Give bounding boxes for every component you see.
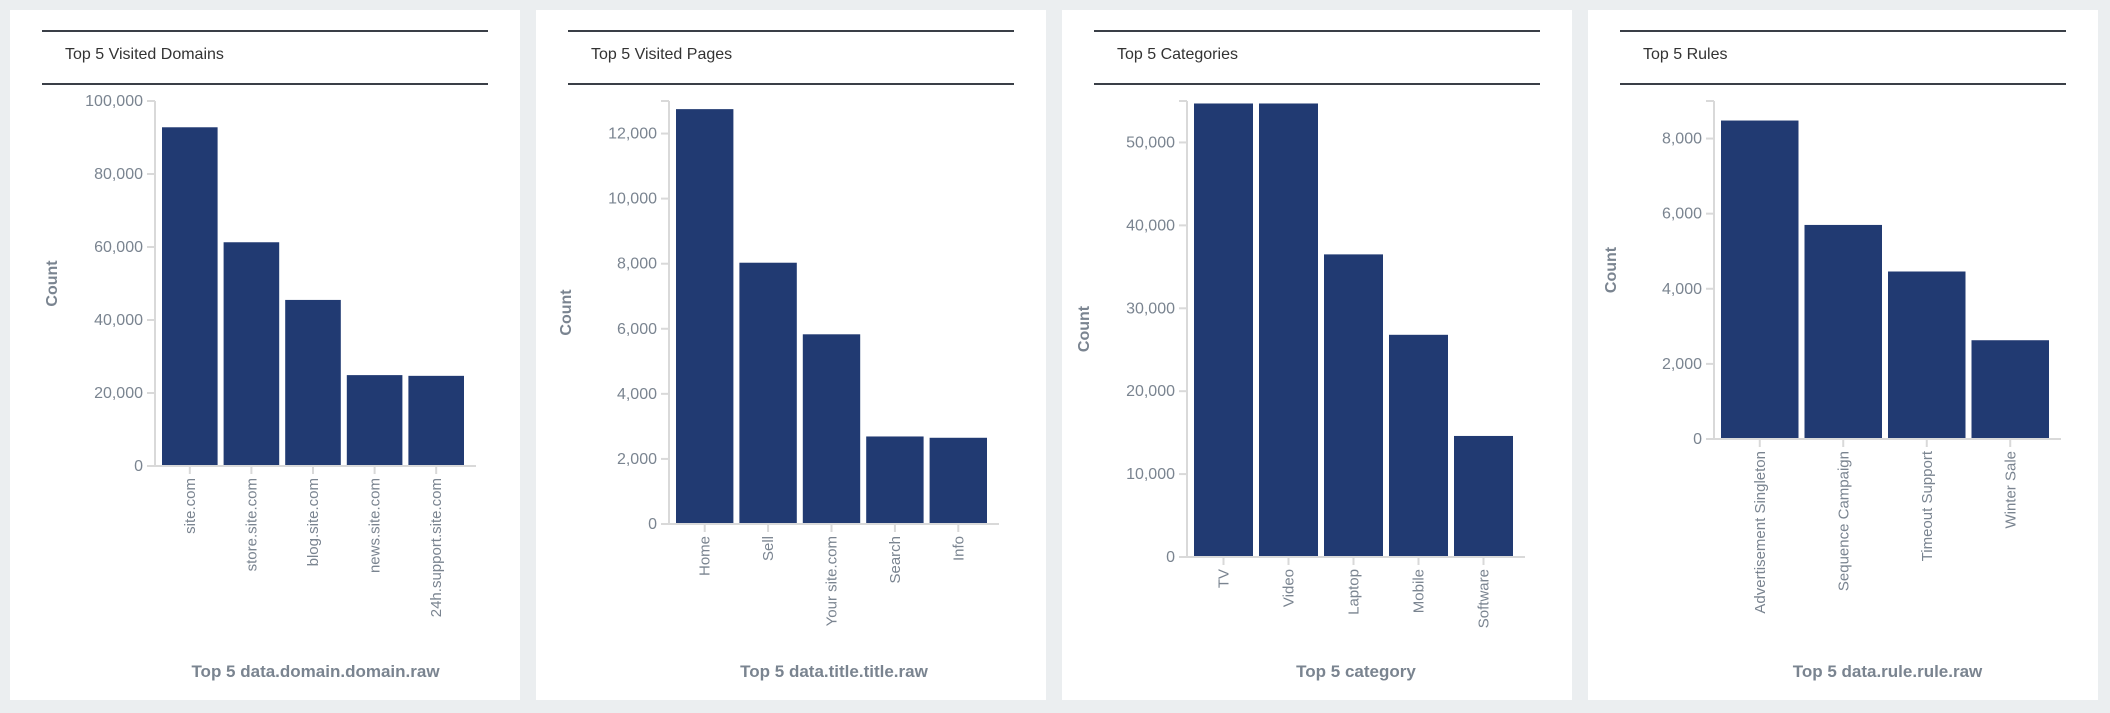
panel-top-pages: Top 5 Visited Pages 0 2,000 4,000 6,000 8,00… (536, 10, 1046, 700)
panel-title: Top 5 Visited Domains (65, 46, 224, 63)
bar-0 (162, 127, 218, 465)
x-tick-label: Home (697, 536, 714, 576)
y-axis-title: Count (558, 289, 575, 336)
x-axis-title: Top 5 data.title.title.raw (740, 662, 928, 681)
bar-3 (866, 436, 924, 523)
panel-title: Top 5 Rules (1643, 46, 1728, 63)
y-tick-label: 4,000 (1662, 281, 1702, 298)
y-axis-title: Count (1076, 305, 1093, 352)
bar-1 (1259, 103, 1318, 556)
x-tick-label: TV (1216, 569, 1233, 588)
y-tick-label: 0 (1166, 549, 1175, 566)
y-tick-label: 40,000 (94, 312, 143, 329)
header-divider-bottom (1620, 83, 2066, 85)
y-tick-label: 30,000 (1126, 300, 1175, 317)
bar-2 (1324, 254, 1383, 556)
y-tick-label: 2,000 (1662, 356, 1702, 373)
y-tick-label: 80,000 (94, 166, 143, 183)
x-tick-label: Advertisement Singleton (1752, 451, 1769, 614)
x-tick-label: Search (887, 536, 904, 584)
bar-4 (929, 437, 987, 523)
x-tick-label: blog.site.com (305, 478, 322, 566)
header-divider-top (42, 30, 488, 32)
y-tick-label: 50,000 (1126, 134, 1175, 151)
header-divider-bottom (1094, 83, 1540, 85)
y-tick-label: 12,000 (608, 126, 657, 143)
x-axis-title: Top 5 category (1296, 662, 1416, 681)
y-tick-label: 60,000 (94, 239, 143, 256)
panel-title: Top 5 Categories (1117, 46, 1238, 63)
y-tick-label: 0 (1693, 431, 1702, 448)
panel-top-domains: Top 5 Visited Domains 0 20,000 40,000 60,00… (10, 10, 520, 700)
y-tick-label: 4,000 (617, 386, 657, 403)
x-tick-label: Your site.com (824, 536, 841, 626)
x-tick-label: news.site.com (367, 478, 384, 573)
y-tick-label: 20,000 (94, 385, 143, 402)
y-tick-label: 2,000 (617, 451, 657, 468)
header-divider-bottom (568, 83, 1014, 85)
bar-3 (1389, 334, 1448, 556)
header-divider-top (1094, 30, 1540, 32)
y-axis-title: Count (44, 260, 61, 307)
bar-2 (802, 334, 861, 523)
bar-3 (346, 375, 403, 465)
bar-2 (285, 299, 341, 465)
y-tick-label: 40,000 (1126, 217, 1175, 234)
y-tick-label: 20,000 (1126, 383, 1175, 400)
y-tick-label: 8,000 (617, 256, 657, 273)
y-axis-title: Count (1603, 246, 1620, 293)
y-tick-label: 10,000 (1126, 466, 1175, 483)
bar-4 (1454, 435, 1513, 556)
bar-1 (739, 262, 797, 523)
panel-top-rules: Top 5 Rules 0 2,000 4,000 6,000 8,000 Count Ad… (1588, 10, 2098, 700)
panel-title: Top 5 Visited Pages (591, 46, 733, 63)
x-tick-label: Software (1476, 569, 1493, 628)
x-tick-label: site.com (182, 478, 199, 534)
x-tick-label: store.site.com (243, 478, 260, 571)
bar-0 (676, 109, 734, 523)
header-divider-top (1620, 30, 2066, 32)
header-divider-top (568, 30, 1014, 32)
y-tick-label: 8,000 (1662, 131, 1702, 148)
x-tick-label: Video (1281, 569, 1298, 607)
x-tick-label: Sequence Campaign (1835, 451, 1852, 591)
x-tick-label: 24h.support.site.com (428, 478, 445, 617)
y-tick-label: 100,000 (85, 93, 143, 110)
x-tick-label: Mobile (1411, 569, 1428, 613)
y-tick-label: 0 (134, 458, 143, 475)
x-tick-label: Laptop (1346, 569, 1363, 615)
bar-chart-rules: 0 2,000 4,000 6,000 8,000 Count Advertisement … (1603, 100, 2061, 681)
y-tick-label: 0 (648, 516, 657, 533)
bar-0 (1721, 120, 1799, 438)
bar-2 (1888, 271, 1966, 438)
panel-top-categories: Top 5 Categories 0 10,000 20,000 30,000 40,0… (1062, 10, 1572, 700)
y-tick-label: 6,000 (617, 321, 657, 338)
x-axis-title: Top 5 data.rule.rule.raw (1793, 662, 1983, 681)
x-tick-label: Timeout Support (1919, 450, 1936, 561)
x-tick-label: Winter Sale (2002, 451, 2019, 529)
bar-3 (1971, 340, 2049, 438)
y-tick-label: 6,000 (1662, 206, 1702, 223)
bar-chart-domains: 0 20,000 40,000 60,000 80,000 100,000 Count sit… (44, 93, 476, 681)
header-divider-bottom (42, 83, 488, 85)
bar-chart-categories: 0 10,000 20,000 30,000 40,000 50,000 Count TV Vi… (1076, 100, 1525, 681)
bar-chart-pages: 0 2,000 4,000 6,000 8,000 10,000 12,000 Count Ho… (558, 100, 999, 681)
bar-4 (408, 375, 464, 465)
y-tick-label: 10,000 (608, 191, 657, 208)
bar-1 (1804, 224, 1882, 438)
bar-0 (1194, 103, 1253, 556)
x-axis-title: Top 5 data.domain.domain.raw (191, 662, 440, 681)
x-tick-label: Sell (760, 536, 777, 561)
x-tick-label: Info (950, 536, 967, 561)
bar-1 (223, 242, 280, 465)
